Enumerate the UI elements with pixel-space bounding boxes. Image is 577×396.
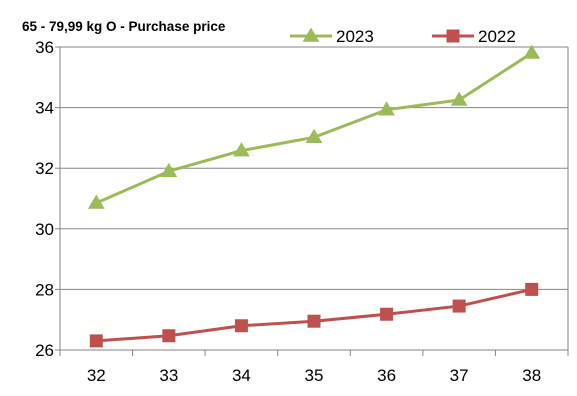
legend-label-2022: 2022 — [478, 27, 516, 46]
x-tick-label-32: 32 — [87, 366, 106, 385]
data-point-2023-33 — [160, 162, 178, 177]
data-point-2022-33 — [162, 329, 176, 343]
data-point-2023-34 — [233, 142, 250, 157]
y-tick-label-36: 36 — [35, 38, 54, 57]
legend-item-2022: 2022 — [432, 27, 516, 46]
legend-marker-2022 — [446, 29, 460, 43]
data-point-2022-35 — [307, 314, 321, 328]
series-layer — [87, 44, 541, 348]
x-tick-label-35: 35 — [305, 366, 324, 385]
x-tick-label-33: 33 — [159, 366, 178, 385]
legend-marker-2023 — [302, 27, 320, 42]
y-tick-label-32: 32 — [35, 159, 54, 178]
x-tick-label-38: 38 — [522, 366, 541, 385]
data-point-2023-32 — [87, 194, 105, 209]
y-axis-ticks: 26 28 30 32 34 36 — [35, 38, 60, 360]
data-point-2022-38 — [525, 282, 539, 296]
legend: 2023 2022 — [290, 27, 516, 46]
x-tick-label-37: 37 — [450, 366, 469, 385]
y-tick-label-34: 34 — [35, 99, 54, 118]
series-2023 — [87, 44, 541, 209]
series-2022 — [89, 282, 539, 348]
y-tick-label-26: 26 — [35, 341, 54, 360]
data-point-2023-36 — [378, 101, 395, 116]
x-tick-label-34: 34 — [232, 366, 251, 385]
y-tick-label-30: 30 — [35, 220, 54, 239]
data-point-2022-34 — [234, 319, 248, 333]
data-point-2023-38 — [523, 44, 541, 59]
chart-title: 65 - 79,99 kg O - Purchase price — [22, 19, 226, 34]
data-point-2023-37 — [450, 91, 468, 106]
data-point-2022-37 — [452, 299, 466, 313]
data-point-2022-32 — [89, 334, 103, 348]
data-point-2022-36 — [380, 307, 394, 321]
x-tick-label-36: 36 — [377, 366, 396, 385]
legend-item-2023: 2023 — [290, 27, 374, 46]
x-axis-ticks: 32 33 34 35 36 37 38 — [59, 350, 569, 385]
axes — [59, 47, 569, 351]
data-point-2023-35 — [305, 128, 323, 144]
legend-label-2023: 2023 — [336, 27, 374, 46]
y-tick-label-28: 28 — [35, 280, 54, 299]
